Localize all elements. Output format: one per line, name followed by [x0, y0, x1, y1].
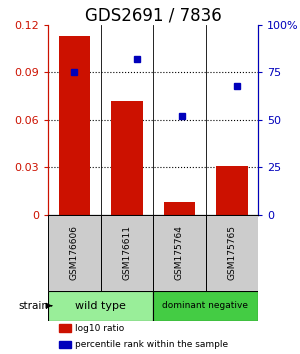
Text: dominant negative: dominant negative — [163, 301, 248, 310]
Bar — [206, 215, 258, 291]
Bar — [153, 291, 258, 321]
Bar — [100, 215, 153, 291]
Text: GSM176606: GSM176606 — [70, 225, 79, 280]
Bar — [58, 341, 71, 348]
Bar — [111, 101, 142, 215]
Text: GSM175765: GSM175765 — [227, 225, 236, 280]
Bar — [164, 202, 195, 215]
Text: strain: strain — [19, 301, 49, 311]
Text: percentile rank within the sample: percentile rank within the sample — [75, 340, 228, 349]
Bar — [153, 215, 206, 291]
Text: GSM175764: GSM175764 — [175, 225, 184, 280]
Bar — [48, 291, 153, 321]
Bar — [216, 166, 248, 215]
Text: log10 ratio: log10 ratio — [75, 324, 124, 332]
Title: GDS2691 / 7836: GDS2691 / 7836 — [85, 7, 221, 25]
Bar — [58, 325, 71, 332]
Text: wild type: wild type — [75, 301, 126, 311]
Text: GSM176611: GSM176611 — [122, 225, 131, 280]
Bar — [48, 215, 100, 291]
Bar — [58, 36, 90, 215]
